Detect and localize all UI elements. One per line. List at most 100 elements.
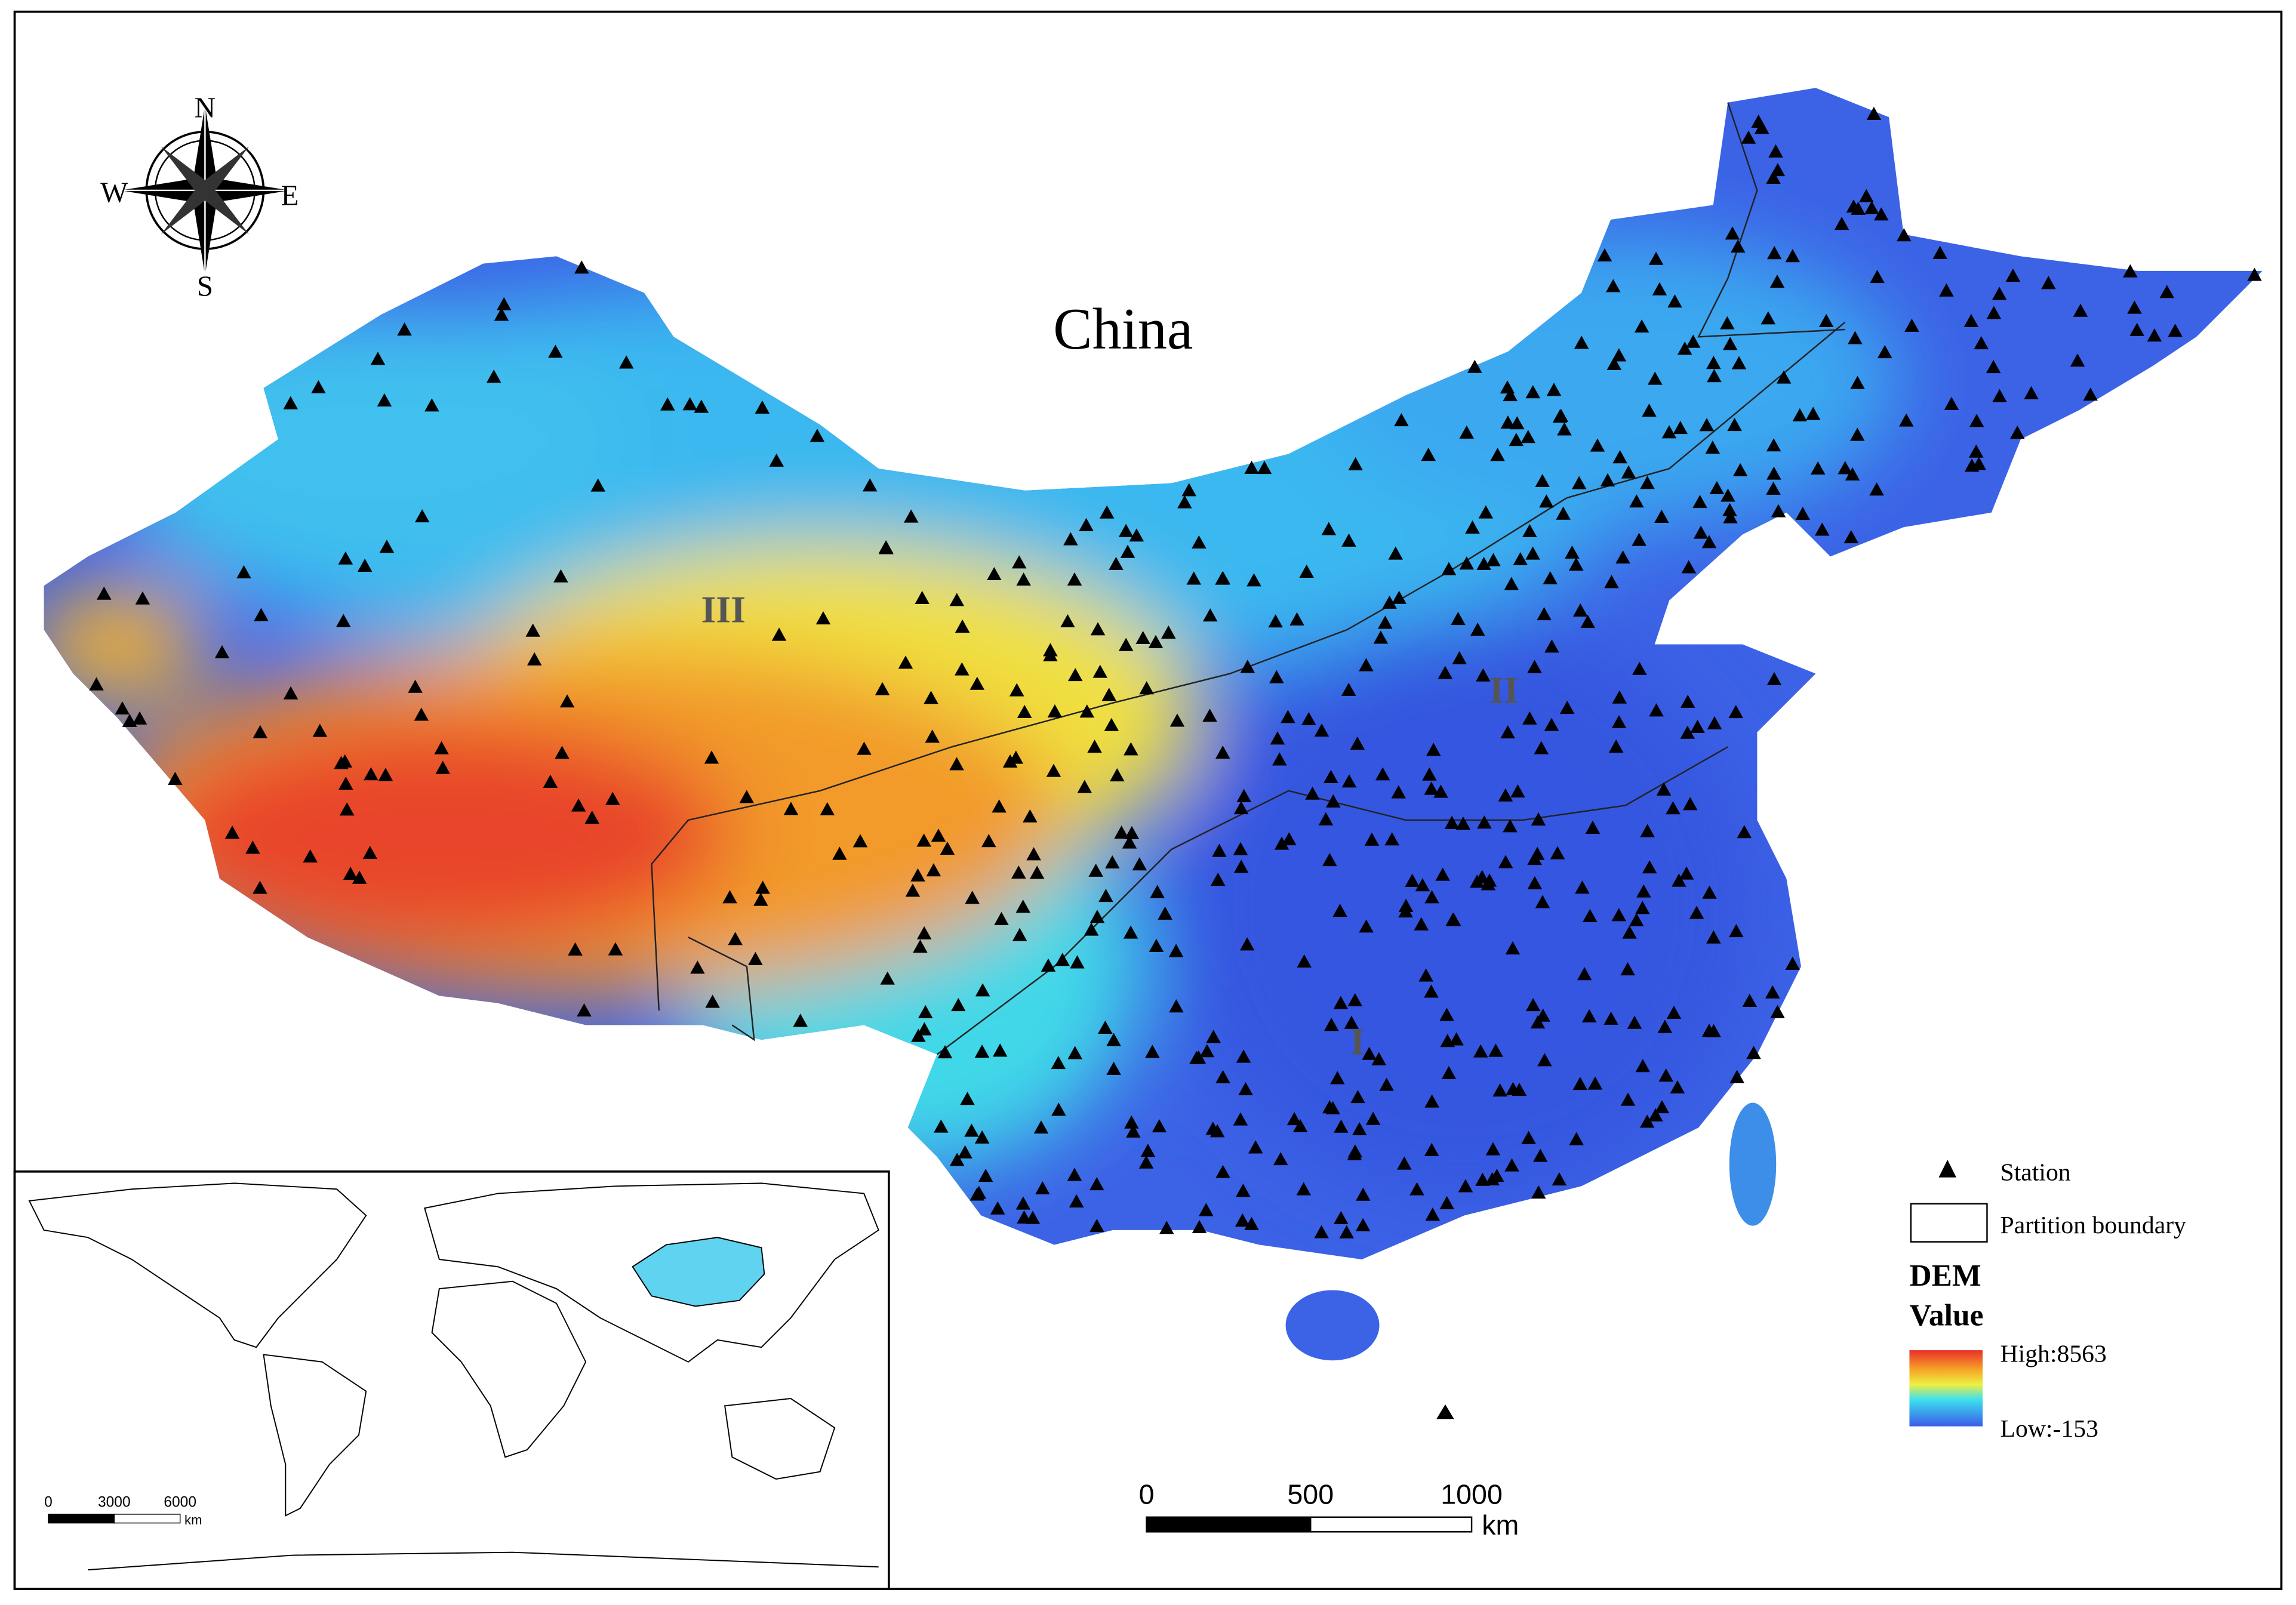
station: [1531, 812, 1546, 826]
station: [1270, 731, 1285, 745]
station: [810, 429, 825, 442]
station: [1636, 884, 1651, 898]
legend-title: DEM: [1909, 1259, 1981, 1293]
station: [339, 802, 355, 816]
station: [1089, 1219, 1104, 1233]
station: [1525, 546, 1540, 560]
station: [753, 892, 768, 906]
station: [1011, 865, 1026, 879]
station: [1274, 836, 1289, 850]
station: [1849, 427, 1865, 441]
station: [1640, 824, 1655, 837]
station: [1344, 1015, 1359, 1029]
station: [1768, 144, 1783, 158]
station: [2070, 353, 2085, 367]
station: [1629, 494, 1644, 508]
station: [1611, 714, 1627, 729]
station: [1206, 1030, 1221, 1043]
station: [1572, 1077, 1588, 1090]
compass-label: W: [100, 176, 128, 209]
station: [1705, 440, 1721, 454]
station: [1269, 670, 1284, 683]
station: [1611, 348, 1627, 362]
station: [1629, 913, 1644, 926]
station: [1544, 717, 1559, 731]
station: [1090, 622, 1106, 636]
station: [949, 593, 965, 606]
station: [1969, 414, 1984, 427]
station: [1620, 1092, 1636, 1106]
station: [1129, 528, 1144, 542]
station: [1503, 388, 1518, 402]
station: [1656, 782, 1672, 796]
station: [1297, 954, 1312, 968]
station: [1776, 370, 1792, 384]
station: [1604, 575, 1619, 589]
station: [1546, 383, 1562, 396]
station: [1305, 786, 1320, 800]
station: [1046, 763, 1061, 777]
station: [1537, 607, 1552, 621]
station: [1904, 318, 1919, 332]
legend-low: Low:-153: [2000, 1415, 2098, 1443]
compass-label: N: [195, 91, 216, 124]
station: [1238, 1082, 1253, 1095]
station: [1424, 781, 1439, 795]
station: [1132, 857, 1147, 871]
station: [1060, 614, 1075, 628]
station: [1597, 248, 1612, 262]
station: [974, 1130, 990, 1144]
station: [559, 694, 575, 708]
station: [362, 846, 378, 860]
station: [1244, 1216, 1259, 1230]
station: [905, 883, 921, 897]
station: [1722, 337, 1738, 350]
station: [1092, 664, 1108, 678]
station: [1963, 313, 1979, 327]
station: [1706, 356, 1721, 369]
station: [1543, 571, 1558, 585]
station: [898, 655, 913, 669]
station: [1148, 634, 1164, 648]
station: [1425, 1207, 1441, 1221]
station: [1202, 608, 1218, 622]
station: [1725, 226, 1740, 240]
station: [1350, 1090, 1365, 1104]
station: [1877, 345, 1892, 359]
station: [1236, 788, 1252, 802]
station: [1334, 1119, 1349, 1133]
station: [1761, 311, 1776, 325]
station: [1449, 1032, 1464, 1046]
station: [960, 1092, 975, 1105]
station: [1421, 448, 1436, 461]
station: [555, 745, 570, 759]
station: [1500, 380, 1515, 394]
station: [1268, 614, 1283, 628]
station: [1388, 546, 1404, 560]
station: [1992, 287, 2007, 300]
station: [1104, 717, 1119, 731]
station: [1635, 901, 1650, 914]
station: [1440, 1034, 1455, 1048]
station: [1015, 899, 1030, 913]
station: [336, 614, 351, 627]
scale-bar: 0 500 1000 km: [1139, 1479, 1519, 1541]
station: [1199, 1044, 1215, 1058]
station: [1498, 788, 1513, 802]
station: [1851, 201, 1866, 215]
station: [1043, 648, 1058, 661]
station: [1657, 1019, 1673, 1033]
station: [1035, 1181, 1050, 1195]
station: [1212, 843, 1227, 857]
station: [931, 828, 946, 842]
station: [955, 662, 970, 676]
partition-boundaries: [651, 102, 1846, 1055]
station: [1192, 535, 1207, 549]
station: [1120, 544, 1135, 558]
station: [1339, 1225, 1355, 1239]
station: [880, 971, 895, 985]
station: [1850, 375, 1865, 389]
station: [435, 760, 451, 774]
station: [424, 398, 439, 412]
